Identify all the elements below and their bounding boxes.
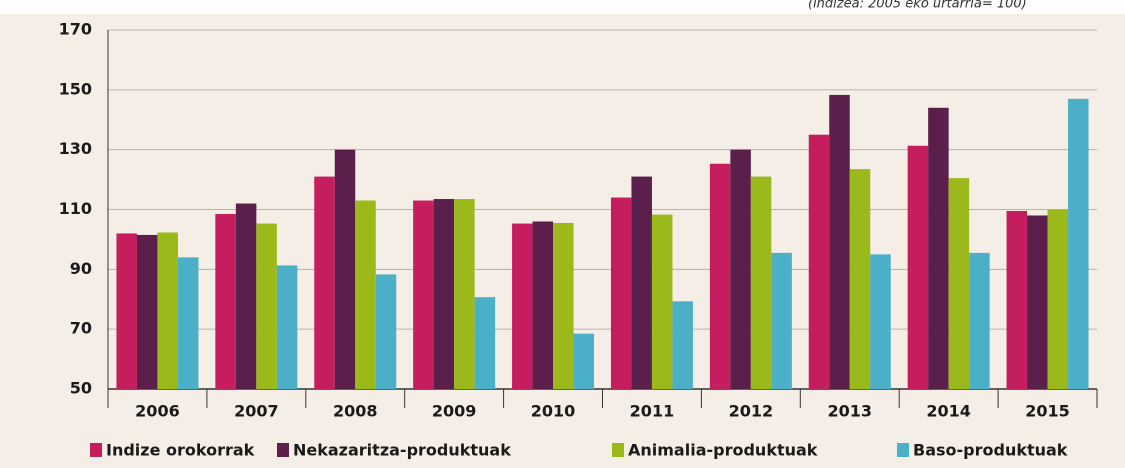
bar (413, 200, 434, 389)
legend-label: Nekazaritza-produktuak (293, 441, 511, 460)
bar (136, 234, 158, 389)
bar (808, 134, 830, 389)
bar (709, 163, 731, 389)
bar (1027, 215, 1048, 389)
x-tick-label: 2012 (729, 402, 774, 421)
y-tick-label: 90 (70, 259, 92, 278)
legend-swatch (897, 443, 909, 457)
bar (928, 107, 949, 390)
y-tick-label: 130 (59, 139, 92, 158)
bar (375, 274, 397, 389)
x-tick-label: 2007 (234, 402, 279, 421)
y-tick-label: 110 (59, 199, 92, 218)
bar (771, 252, 792, 389)
bar (256, 223, 277, 389)
bar (433, 199, 455, 389)
bar (1047, 209, 1069, 389)
x-tick-label: 2008 (333, 402, 378, 421)
bar (235, 203, 257, 389)
x-tick-label: 2010 (531, 402, 576, 421)
x-tick-label: 2013 (827, 402, 872, 421)
legend-swatch (277, 443, 289, 457)
legend-swatch (90, 443, 102, 457)
y-tick-label: 170 (59, 20, 92, 39)
bar (454, 199, 475, 389)
bar (750, 176, 772, 389)
bar (116, 233, 137, 389)
bar (672, 301, 693, 389)
bar (1068, 98, 1089, 389)
y-tick-label: 50 (70, 379, 92, 398)
bar (553, 222, 574, 389)
bar (532, 221, 554, 389)
bar (1006, 210, 1028, 389)
legend-label: Animalia-produktuak (628, 441, 818, 460)
x-tick-label: 2006 (135, 402, 180, 421)
x-tick-label: 2014 (926, 402, 971, 421)
bar (730, 149, 751, 389)
bar (276, 265, 298, 389)
bar (829, 94, 850, 390)
bar (573, 333, 595, 389)
x-tick-label: 2015 (1025, 402, 1070, 421)
bar (215, 213, 236, 389)
bar (474, 297, 496, 389)
bar (849, 169, 871, 389)
y-tick-label: 150 (59, 79, 92, 98)
bar (969, 252, 990, 389)
bar (314, 176, 335, 389)
bar (651, 214, 673, 389)
legend-swatch (612, 443, 624, 457)
bar (870, 254, 891, 389)
bar (610, 197, 632, 389)
bar (334, 149, 356, 389)
bar (157, 232, 178, 389)
legend-label: Indize orokorrak (106, 441, 255, 460)
x-tick-label: 2009 (432, 402, 477, 421)
legend-label: Baso-produktuak (913, 441, 1068, 460)
bar (512, 223, 533, 389)
bar (631, 176, 652, 389)
y-tick-label: 70 (70, 319, 92, 338)
bar (948, 178, 970, 389)
bar (355, 200, 376, 389)
bar (907, 145, 929, 389)
x-tick-label: 2011 (630, 402, 675, 421)
bar (177, 257, 199, 389)
chart-subtitle: (indizea: 2005 eko urtarria= 100) (808, 0, 1027, 12)
